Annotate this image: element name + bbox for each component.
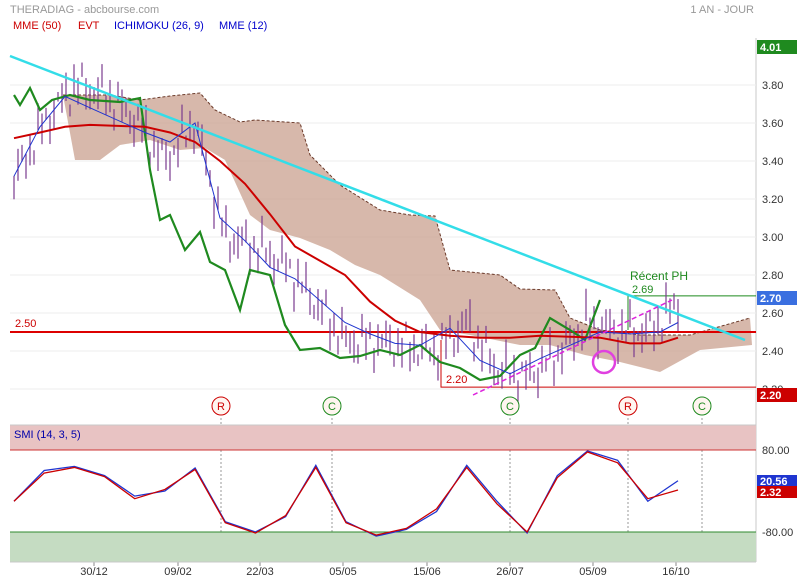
- legend-ichimoku: ICHIMOKU (26, 9): [114, 20, 204, 32]
- price-tick-label: 2.80: [762, 270, 783, 282]
- x-tick-label: 09/02: [164, 566, 192, 578]
- price-tick-label: 3.80: [762, 80, 783, 92]
- smi-badge: [757, 486, 797, 498]
- price-badge: [757, 40, 797, 54]
- x-tick-label: 26/07: [496, 566, 524, 578]
- uptrend-line: [472, 299, 673, 396]
- price-panel: 2.20 2.40 2.60 2.80 3.00 3.20 3.40 3.60 3.80 2.50…: [9, 40, 797, 562]
- low-box: [440, 340, 756, 388]
- x-axis: 30/12 09/02 22/03 05/05 15/06 26/07 05/09 16/10: [10, 561, 756, 578]
- mme12-line: [13, 95, 679, 375]
- signal-marker: [500, 396, 520, 416]
- mme50-line: [13, 123, 679, 345]
- x-tick-label: 05/09: [579, 566, 607, 578]
- chart-period: 1 AN - JOUR: [690, 4, 754, 16]
- price-tick-label: 2.40: [762, 346, 783, 358]
- x-tick-label: 30/12: [80, 566, 108, 578]
- ichimoku-cloud-edge: [63, 92, 751, 336]
- ichimoku-lagging-line: [13, 85, 602, 382]
- recent-ph-title: Récent PH: [630, 269, 688, 283]
- crossover-circle: [591, 349, 617, 375]
- smi-badge: [757, 475, 797, 487]
- legend-mme12: MME (12): [219, 20, 267, 32]
- low-label: 2.20: [446, 374, 467, 386]
- signal-marker: [211, 396, 231, 416]
- smi-tick-label: 80.00: [762, 445, 790, 457]
- overbought-zone: [10, 425, 756, 450]
- smi-tick-label: -80.00: [762, 527, 793, 539]
- price-tick-label: 2.60: [762, 308, 783, 320]
- smi-title: SMI (14, 3, 5): [14, 429, 81, 441]
- signal-label: R: [217, 401, 225, 413]
- chart-title: THERADIAG - abcbourse.com: [10, 4, 159, 16]
- price-tick-label: 3.00: [762, 232, 783, 244]
- signal-marker: [618, 396, 638, 416]
- x-tick-label: 22/03: [246, 566, 274, 578]
- price-tick-label: 3.60: [762, 118, 783, 130]
- smi-badge-value: 20.56: [760, 476, 788, 488]
- support-label: 2.50: [15, 318, 36, 330]
- price-tick-label: 3.20: [762, 194, 783, 206]
- smi-signal-line: [13, 451, 679, 536]
- recent-ph-value: 2.69: [632, 284, 653, 296]
- x-tick-label: 16/10: [662, 566, 690, 578]
- price-badge-value: 2.70: [760, 293, 781, 305]
- signal-label: C: [328, 401, 336, 413]
- smi-badge-value: 2.32: [760, 487, 781, 499]
- signal-label: C: [698, 401, 706, 413]
- signal-marker: [692, 396, 712, 416]
- legend-evt: EVT: [78, 20, 100, 32]
- price-tick-label: 3.40: [762, 156, 783, 168]
- price-badge: [757, 388, 797, 402]
- x-tick-label: 05/05: [329, 566, 357, 578]
- downtrend-line: [9, 54, 746, 342]
- signal-label: R: [624, 401, 632, 413]
- legend-mme50: MME (50): [13, 20, 61, 32]
- signal-marker: [322, 396, 342, 416]
- signal-label: C: [506, 401, 514, 413]
- smi-panel: SMI (14, 3, 5) 80.00 -80.00 20.562.32: [10, 424, 797, 562]
- price-badge: [757, 291, 797, 305]
- price-badge-value: 4.01: [760, 42, 781, 54]
- price-badge-value: 2.20: [760, 390, 781, 402]
- x-tick-label: 15/06: [413, 566, 441, 578]
- ichimoku-cloud: [63, 93, 752, 372]
- oversold-zone: [10, 532, 756, 562]
